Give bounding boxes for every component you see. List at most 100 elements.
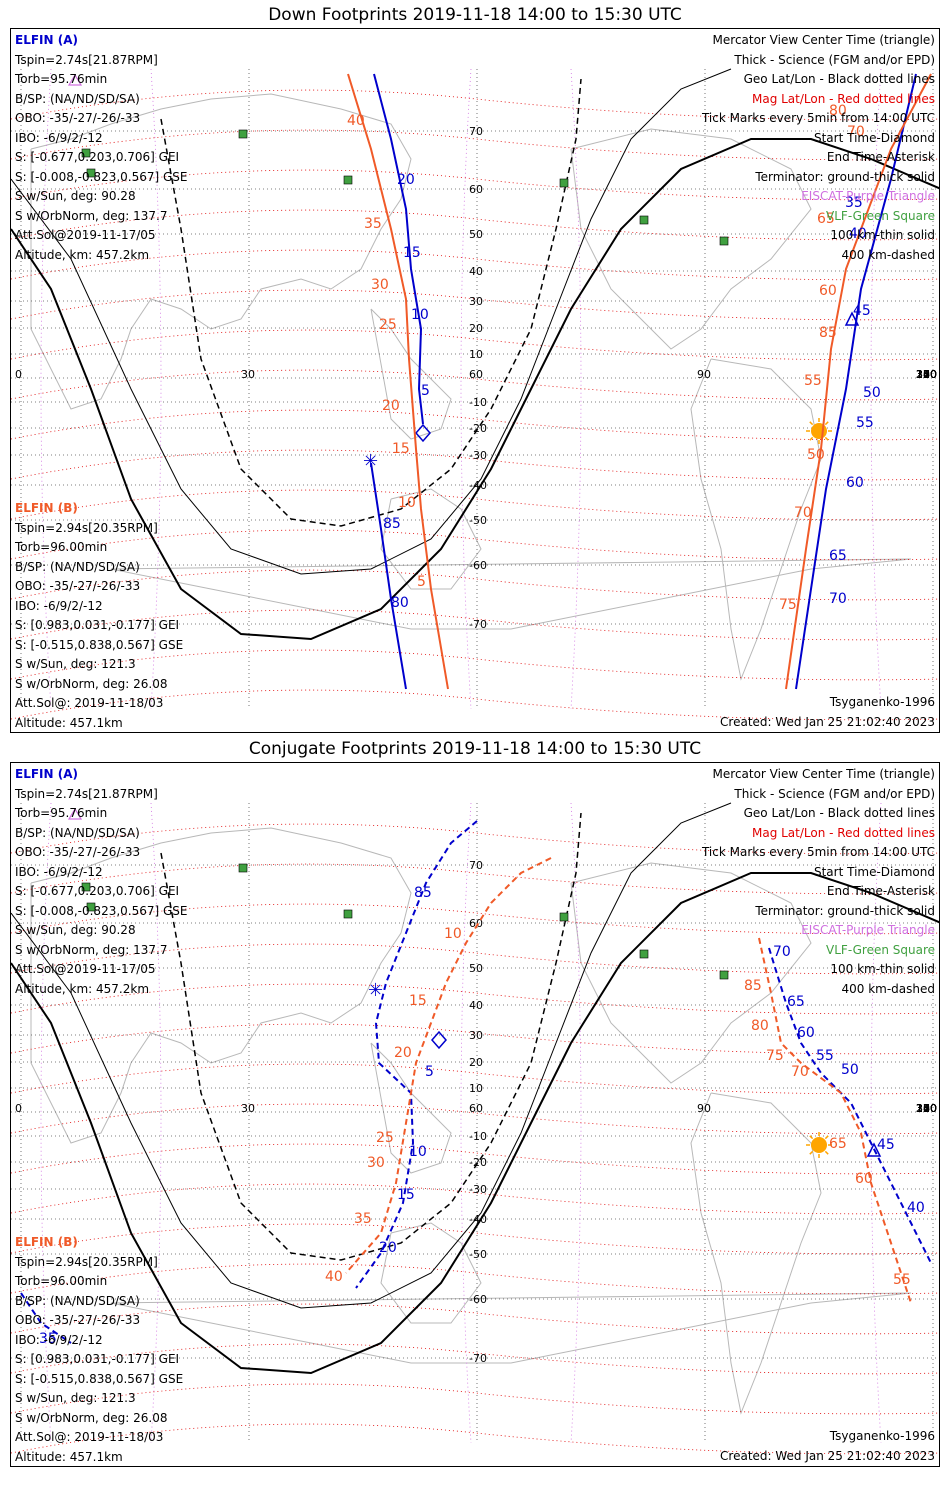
lat-label: 10 (469, 348, 483, 361)
start-diamond (415, 423, 431, 443)
legend-item: VLF-Green Square (826, 942, 935, 957)
elfin-a-tick-label: 50 (863, 385, 881, 401)
elfin-a-tick-label: 80 (391, 595, 409, 611)
elfin-a-line: Att.Sol@2019-11-17/05 (15, 228, 156, 242)
mag-lon-line (40, 802, 52, 1444)
lon-label: 330 (916, 1102, 937, 1115)
legend-item: Tick Marks every 5min from 14:00 UTC (701, 111, 935, 125)
mag-lat-line (11, 689, 939, 721)
elfin-b-line: Torb=96.00min (15, 540, 108, 554)
mag-lon-line (150, 68, 162, 710)
vlf-station (343, 909, 353, 919)
lat-label: 30 (469, 1029, 483, 1042)
elfin-b-line: S: [-0.515,0.838,0.567] GSE (15, 637, 184, 652)
lon-label: 300 (916, 1102, 937, 1115)
lon-label: 90 (697, 368, 711, 381)
coastline (570, 128, 812, 350)
mag-lat-line (11, 1023, 939, 1055)
vlf-station (639, 949, 649, 959)
elfin-a-tick-label: 15 (403, 245, 421, 261)
lat-label: 60 (469, 917, 483, 930)
mag-lat-line (11, 1383, 939, 1415)
elfin-b-tick-label: 15 (409, 993, 427, 1009)
elfin-a-line: S: [-0.008,-0.823,0.567] GSE (15, 903, 188, 918)
mag-lat-line (11, 1423, 939, 1455)
vlf-station (719, 970, 729, 980)
coastline (30, 827, 412, 1144)
elfin-a-info: ELFIN (A) Tspin=2.74s[21.87RPM] Torb=95.7… (15, 31, 188, 262)
mag-lat-line (11, 863, 939, 895)
down-footprints-map: 0 30 60 90 120 150 180 210 240 270 300 330 360 70 60 50… (10, 28, 940, 733)
mag-lat-line (11, 289, 939, 321)
elfin-b-line: S w/Sun, deg: 121.3 (15, 1391, 136, 1405)
coastline (30, 93, 412, 410)
elfin-b-tick-label: 55 (893, 1272, 911, 1288)
elfin-a-tick-label: 35 (39, 1331, 57, 1347)
eiscat-triangle (67, 807, 83, 820)
elfin-a-tick-label: 60 (797, 1025, 815, 1041)
mag-lat-line (11, 1303, 939, 1335)
legend-item: Start Time-Diamond (813, 130, 935, 145)
sun-ray (824, 1135, 829, 1140)
panel-title-conjugate: Conjugate Footprints 2019-11-18 14:00 to… (248, 739, 702, 759)
elfin-b-tick-label: 70 (794, 505, 812, 521)
terminator-400km (160, 812, 582, 1261)
legend-item: 100 km-thin solid (830, 962, 935, 976)
elfin-b-tick-label: 5 (417, 574, 426, 590)
elfin-a-line: B/SP: (NA/ND/SD/SA) (15, 91, 140, 106)
sun-icon (811, 1137, 827, 1153)
elfin-b-tick-label: 60 (855, 1171, 873, 1187)
elfin-b-line: S w/OrbNorm, deg: 26.08 (15, 1410, 168, 1425)
elfin-a-tick-label: 10 (411, 307, 429, 323)
lat-label: -10 (469, 396, 487, 409)
legend-item: Mag Lat/Lon - Red dotted lines (751, 91, 935, 106)
lat-label: 30 (469, 295, 483, 308)
lon-label: 150 (916, 368, 937, 381)
elfin-b-tick-label: 65 (817, 211, 835, 227)
elfin-a-tick-label: 55 (856, 415, 874, 431)
elfin-b-line: S: [-0.515,0.838,0.567] GSE (15, 1371, 184, 1386)
elfin-b-tick-label: 10 (444, 926, 462, 942)
elfin-b-line: OBO: -35/-27/-26/-33 (15, 1313, 141, 1327)
elfin-b-track (785, 73, 932, 690)
elfin-a-tick-label: 70 (829, 591, 847, 607)
footer-right: Tsyganenko-1996 Created: Wed Jan 25 21:0… (720, 1427, 935, 1466)
mag-lat-line (11, 1343, 939, 1375)
elfin-a-line: Tspin=2.74s[21.87RPM] (15, 52, 158, 67)
elfin-b-tick-label: 75 (766, 1048, 784, 1064)
terminator-100km (11, 68, 732, 575)
mag-lat-line (11, 569, 939, 601)
mag-lat-line (11, 89, 939, 121)
elfin-a-tick-label: 65 (829, 548, 847, 564)
center-triangle (866, 1142, 882, 1157)
end-asterisk: ✳ (363, 451, 378, 472)
elfin-b-line: Att.Sol@: 2019-11-18/03 (15, 696, 164, 710)
sun-ray (809, 1135, 814, 1140)
elfin-b-tick-label: 30 (367, 1155, 385, 1171)
conjugate-footprints-map: 0 30 60 90 120 150 180 210 240 270 300 330 360 70 60 50… (10, 762, 940, 1467)
lon-label: 60 (469, 1102, 483, 1115)
sun-ray (809, 1150, 814, 1155)
elfin-a-line: S w/Sun, deg: 90.28 (15, 189, 136, 203)
elfin-b-line: IBO: -6/9/2/-12 (15, 1332, 103, 1347)
mag-lat-line (11, 169, 939, 201)
vlf-station (238, 129, 248, 139)
coastline (380, 1222, 482, 1324)
lon-label: 360 (916, 1102, 937, 1115)
elfin-b-tick-label: 70 (847, 124, 865, 140)
coastline (570, 862, 812, 1084)
elfin-b-tick-label: 75 (779, 597, 797, 613)
elfin-a-line: OBO: -35/-27/-26/-33 (15, 845, 141, 859)
elfin-b-tick-label: 85 (819, 325, 837, 341)
elfin-a-tick-label: 20 (379, 1240, 397, 1256)
elfin-a-tick-label: 10 (409, 1144, 427, 1160)
elfin-a-line: Att.Sol@2019-11-17/05 (15, 962, 156, 976)
center-triangle (844, 311, 860, 326)
legend-item: Geo Lat/Lon - Black dotted lines (743, 806, 935, 820)
elfin-b-line: Altitude: 457.1km (15, 1449, 123, 1464)
lat-label: -20 (469, 1156, 487, 1169)
elfin-b-tick-label: 80 (751, 1018, 769, 1034)
mag-lat-line (11, 329, 939, 361)
legend-item: 100 km-thin solid (830, 228, 935, 242)
elfin-a-tick-label: 40 (849, 226, 867, 242)
